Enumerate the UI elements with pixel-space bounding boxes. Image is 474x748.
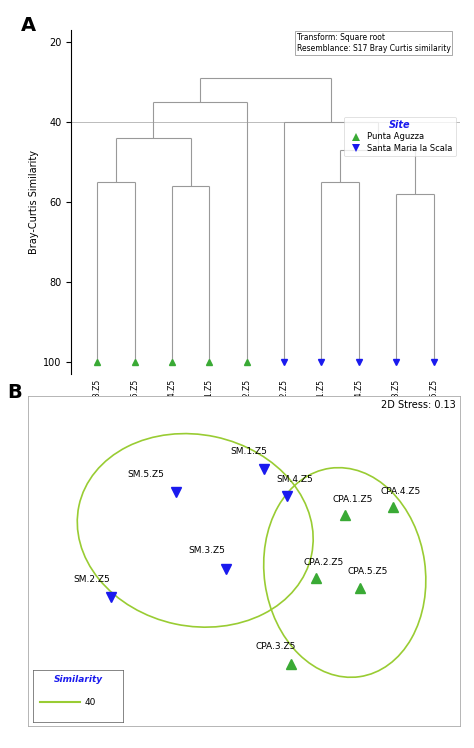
Text: CPA.3.Z5: CPA.3.Z5	[255, 642, 296, 651]
Text: SM.5.Z5: SM.5.Z5	[127, 470, 164, 479]
Text: CPA.5.Z5: CPA.5.Z5	[347, 567, 388, 576]
Legend: Punta Aguzza, Santa Maria la Scala: Punta Aguzza, Santa Maria la Scala	[345, 117, 456, 156]
Text: SM.2.Z5: SM.2.Z5	[73, 575, 110, 584]
Text: CPA.2.Z5: CPA.2.Z5	[303, 558, 344, 567]
X-axis label: Samples: Samples	[245, 419, 286, 429]
Y-axis label: Bray-Curtis Similarity: Bray-Curtis Similarity	[29, 150, 39, 254]
Text: 2D Stress: 0.13: 2D Stress: 0.13	[381, 399, 456, 410]
Text: A: A	[20, 16, 36, 35]
Text: CPA.4.Z5: CPA.4.Z5	[380, 487, 420, 496]
Text: SM.1.Z5: SM.1.Z5	[230, 447, 267, 456]
Text: SM.4.Z5: SM.4.Z5	[276, 476, 313, 485]
Text: Transform: Square root
Resemblance: S17 Bray Curtis similarity: Transform: Square root Resemblance: S17 …	[297, 34, 450, 53]
Text: CPA.1.Z5: CPA.1.Z5	[332, 494, 373, 503]
Text: B: B	[7, 383, 22, 402]
Text: SM.3.Z5: SM.3.Z5	[188, 546, 225, 555]
